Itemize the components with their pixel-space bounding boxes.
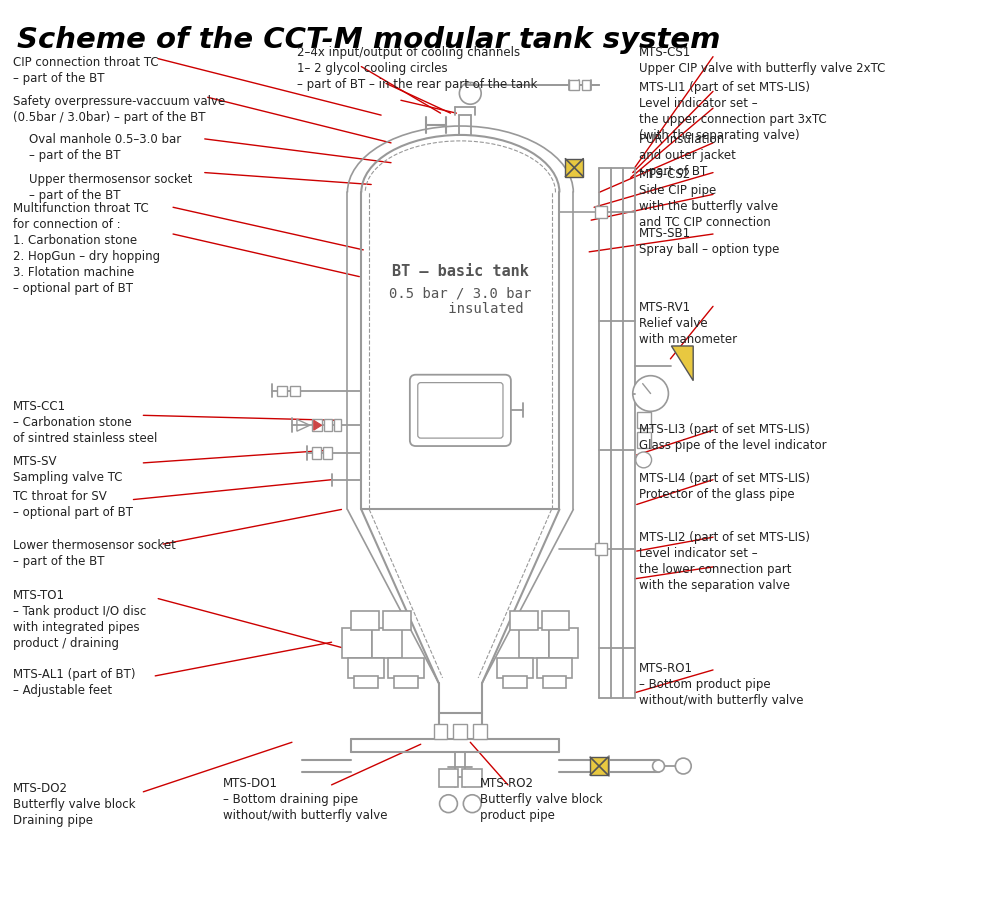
- Text: MTS-SV
Sampling valve TC: MTS-SV Sampling valve TC: [13, 455, 122, 484]
- Bar: [637, 412, 651, 428]
- Bar: [637, 432, 651, 448]
- Text: Lower thermosensor socket
– part of the BT: Lower thermosensor socket – part of the …: [13, 539, 175, 568]
- Text: MTS-LI3 (part of set MTS-LIS)
Glass pipe of the level indicator: MTS-LI3 (part of set MTS-LIS) Glass pipe…: [639, 423, 826, 452]
- Text: MTS-DO2
Butterfly valve block
Draining pipe: MTS-DO2 Butterfly valve block Draining p…: [13, 782, 135, 827]
- Bar: [334, 419, 341, 431]
- Bar: [595, 543, 607, 555]
- Bar: [277, 385, 287, 395]
- Bar: [290, 385, 300, 395]
- Bar: [348, 658, 384, 678]
- Bar: [372, 628, 402, 658]
- FancyBboxPatch shape: [418, 382, 503, 438]
- Text: MTS-RO1
– Bottom product pipe
without/with butterfly valve: MTS-RO1 – Bottom product pipe without/wi…: [639, 662, 803, 707]
- Bar: [323, 447, 332, 459]
- Text: PUR insulation
and outer jacket
– part of BT: PUR insulation and outer jacket – part o…: [639, 133, 736, 178]
- Circle shape: [653, 760, 664, 772]
- Circle shape: [636, 452, 652, 468]
- Polygon shape: [314, 420, 322, 430]
- Text: Upper thermosensor socket
– part of the BT: Upper thermosensor socket – part of the …: [29, 173, 193, 202]
- Circle shape: [459, 83, 481, 104]
- Bar: [324, 419, 332, 431]
- Bar: [497, 658, 533, 678]
- Bar: [590, 757, 608, 775]
- Circle shape: [675, 758, 691, 774]
- Bar: [595, 206, 607, 218]
- Bar: [462, 769, 482, 787]
- Text: MTS-TO1
– Tank product I/O disc
with integrated pipes
product / draining: MTS-TO1 – Tank product I/O disc with int…: [13, 589, 146, 650]
- Text: Oval manhole 0.5–3.0 bar
– part of the BT: Oval manhole 0.5–3.0 bar – part of the B…: [29, 133, 182, 162]
- Bar: [473, 724, 487, 739]
- Text: 2–4x input/output of cooling channels
1– 2 glycol cooling circles
– part of BT –: 2–4x input/output of cooling channels 1–…: [297, 46, 537, 91]
- Bar: [383, 610, 411, 630]
- Text: MTS-LI1 (part of set MTS-LIS)
Level indicator set –
the upper connection part 3x: MTS-LI1 (part of set MTS-LIS) Level indi…: [639, 81, 826, 142]
- Text: Multifunction throat TC
for connection of :
1. Carbonation stone
2. HopGun – dry: Multifunction throat TC for connection o…: [13, 202, 160, 295]
- Bar: [537, 658, 572, 678]
- Bar: [312, 447, 321, 459]
- Bar: [519, 628, 549, 658]
- Text: CIP connection throat TC
– part of the BT: CIP connection throat TC – part of the B…: [13, 56, 158, 85]
- Bar: [351, 610, 379, 630]
- Bar: [434, 724, 447, 739]
- Bar: [565, 158, 583, 176]
- Text: MTS-SB1
Spray ball – option type: MTS-SB1 Spray ball – option type: [639, 227, 779, 256]
- Text: MTS-LI2 (part of set MTS-LIS)
Level indicator set –
the lower connection part
wi: MTS-LI2 (part of set MTS-LIS) Level indi…: [639, 531, 810, 592]
- Bar: [354, 676, 378, 688]
- Text: MTS-DO1
– Bottom draining pipe
without/with butterfly valve: MTS-DO1 – Bottom draining pipe without/w…: [223, 777, 387, 822]
- Bar: [312, 419, 322, 431]
- Bar: [510, 610, 538, 630]
- Text: MTS-CC1
– Carbonation stone
of sintred stainless steel: MTS-CC1 – Carbonation stone of sintred s…: [13, 400, 157, 446]
- Bar: [453, 724, 467, 739]
- Bar: [542, 610, 569, 630]
- Bar: [543, 676, 566, 688]
- Text: MTS-RV1
Relief valve
with manometer: MTS-RV1 Relief valve with manometer: [639, 302, 737, 346]
- Bar: [503, 676, 527, 688]
- Text: 0.5 bar / 3.0 bar
      insulated: 0.5 bar / 3.0 bar insulated: [389, 286, 532, 317]
- Bar: [342, 628, 372, 658]
- Text: Scheme of the CCT-M modular tank system: Scheme of the CCT-M modular tank system: [17, 26, 720, 54]
- Text: MTS-LI4 (part of set MTS-LIS)
Protector of the glass pipe: MTS-LI4 (part of set MTS-LIS) Protector …: [639, 472, 810, 500]
- Circle shape: [633, 375, 668, 411]
- Polygon shape: [671, 346, 693, 381]
- Bar: [549, 628, 578, 658]
- Text: MTS-AL1 (part of BT)
– Adjustable feet: MTS-AL1 (part of BT) – Adjustable feet: [13, 668, 135, 697]
- Text: MTS-RO2
Butterfly valve block
product pipe: MTS-RO2 Butterfly valve block product pi…: [480, 777, 603, 822]
- Bar: [394, 676, 418, 688]
- Bar: [569, 80, 579, 90]
- Text: TC throat for SV
– optional part of BT: TC throat for SV – optional part of BT: [13, 490, 133, 518]
- Text: MTS-CS1
Upper CIP valve with butterfly valve 2xTC: MTS-CS1 Upper CIP valve with butterfly v…: [639, 46, 885, 75]
- Bar: [439, 769, 458, 787]
- FancyBboxPatch shape: [410, 374, 511, 446]
- Text: MTS-CS2
Side CIP pipe
with the butterfly valve
and TC CIP connection: MTS-CS2 Side CIP pipe with the butterfly…: [639, 167, 778, 229]
- Text: BT – basic tank: BT – basic tank: [392, 265, 529, 279]
- Circle shape: [463, 795, 481, 813]
- Text: Safety overpressure-vaccuum valve
(0.5bar / 3.0bar) – part of the BT: Safety overpressure-vaccuum valve (0.5ba…: [13, 95, 225, 124]
- Bar: [388, 658, 424, 678]
- Bar: [582, 80, 590, 90]
- Circle shape: [440, 795, 457, 813]
